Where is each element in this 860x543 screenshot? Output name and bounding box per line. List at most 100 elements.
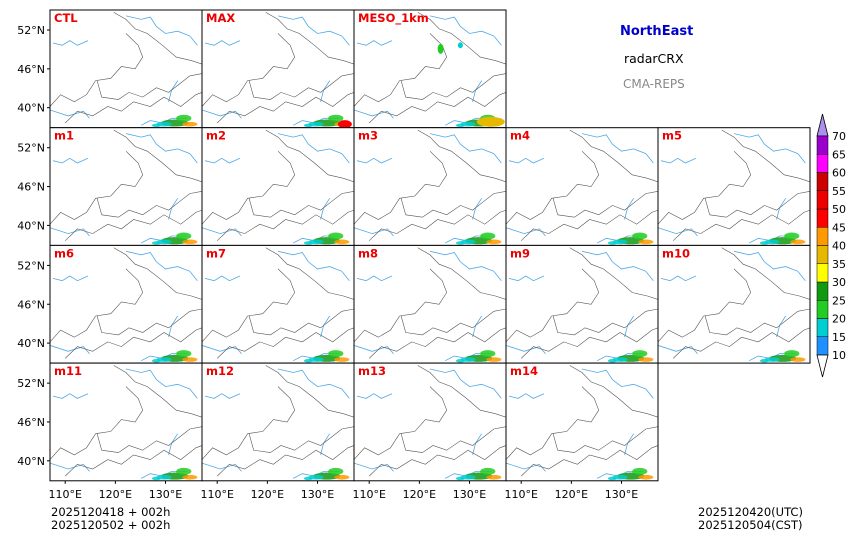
- lat-tick-label: 40°N: [17, 219, 45, 232]
- province-border: [96, 426, 202, 453]
- province-border: [552, 191, 658, 218]
- panel-background: [202, 363, 354, 481]
- province-border: [50, 150, 144, 225]
- province-border: [265, 12, 354, 65]
- province-border: [202, 386, 296, 460]
- river-line: [581, 368, 654, 399]
- colorbar-swatch: [816, 300, 829, 319]
- colorbar-level-label: 35: [832, 258, 846, 271]
- river-line: [429, 250, 502, 281]
- lon-tick-label: 130°E: [149, 488, 182, 501]
- province-border: [417, 365, 506, 418]
- colorbar-level-label: 45: [832, 221, 846, 234]
- radar-echo: [486, 474, 502, 480]
- map-panel-m13: m13: [353, 362, 507, 482]
- colorbar-swatch: [816, 190, 829, 210]
- river-line: [508, 393, 545, 399]
- valid-time-cst: 2025120504(CST): [698, 518, 803, 532]
- province-border: [96, 308, 202, 336]
- river-line: [429, 133, 502, 164]
- colorbar: 10 15 20 25 30 35 40 45 50 55 60 65 70: [816, 113, 846, 378]
- river-line: [429, 368, 502, 399]
- river-line: [354, 227, 394, 237]
- lat-tick-label: 52°N: [17, 24, 45, 37]
- colorbar-swatch: [816, 245, 829, 264]
- lon-tick-label: 110°E: [504, 488, 537, 501]
- river-line: [125, 368, 198, 399]
- province-border: [202, 33, 296, 107]
- radar-echo: [476, 116, 505, 127]
- lat-tick-label: 46°N: [17, 63, 45, 76]
- province-border: [368, 209, 506, 241]
- radar-echo: [455, 476, 465, 481]
- lat-tick-label: 52°N: [17, 377, 45, 390]
- province-border: [265, 247, 354, 300]
- map-panel-m14: m14: [505, 362, 659, 482]
- map-panel-m8: m8: [353, 244, 507, 364]
- province-border: [50, 386, 144, 460]
- province-border: [672, 327, 810, 359]
- colorbar-swatch: [816, 172, 829, 191]
- province-border: [113, 12, 202, 65]
- radar-echo: [334, 357, 350, 362]
- colorbar-swatch: [816, 318, 829, 337]
- river-line: [508, 157, 545, 164]
- province-border: [704, 308, 810, 336]
- panel-contents: [202, 365, 354, 481]
- radar-echo: [176, 232, 192, 240]
- river-line: [125, 133, 198, 164]
- panel-contents: [354, 12, 506, 128]
- lon-tick-label: 130°E: [301, 488, 334, 501]
- init-time-cst: 2025120502 + 002h: [51, 518, 171, 532]
- radar-echo: [480, 467, 496, 475]
- river-line: [356, 275, 393, 282]
- river-line: [354, 462, 394, 472]
- radar-echo: [151, 241, 161, 245]
- colorbar-level-label: 10: [832, 349, 846, 362]
- radar-echo: [759, 241, 769, 245]
- panel-contents: [202, 12, 354, 128]
- river-line: [581, 133, 654, 164]
- river-line: [658, 227, 698, 237]
- panel-background: [50, 245, 202, 364]
- source-name: CMA-REPS: [623, 77, 685, 91]
- panel-label: m6: [54, 246, 74, 260]
- lon-tick-label: 110°E: [352, 488, 385, 501]
- radar-echo: [632, 350, 648, 358]
- radar-echo: [337, 120, 352, 128]
- map-panel-m1: m1: [49, 127, 203, 246]
- panel-contents: [50, 12, 202, 128]
- panel-background: [354, 363, 506, 481]
- panel-background: [50, 127, 202, 246]
- panel-label: MESO_1km: [358, 11, 429, 26]
- lon-tick-label: 130°E: [453, 488, 486, 501]
- province-border: [658, 268, 752, 343]
- lon-tick-label: 120°E: [403, 488, 436, 501]
- province-border: [64, 209, 202, 241]
- province-border: [265, 365, 354, 418]
- panel-background: [354, 10, 506, 128]
- lat-tick-label: 52°N: [17, 142, 45, 155]
- river-line: [202, 227, 242, 237]
- radar-echo: [182, 357, 198, 362]
- panel-contents: [658, 129, 810, 245]
- river-line: [277, 250, 350, 281]
- panel-label: m13: [358, 364, 386, 378]
- product-name: radarCRX: [624, 51, 684, 66]
- radar-echo: [151, 123, 161, 128]
- panel-label: m9: [510, 246, 530, 260]
- lat-tick-label: 46°N: [17, 298, 45, 311]
- province-border: [506, 150, 600, 225]
- radar-echo: [328, 467, 344, 475]
- province-border: [506, 386, 600, 460]
- river-line: [52, 393, 89, 399]
- province-border: [552, 308, 658, 336]
- province-border: [400, 308, 506, 336]
- panel-background: [658, 245, 810, 364]
- panel-contents: [354, 247, 506, 363]
- province-border: [520, 445, 658, 477]
- panel-label: CTL: [54, 11, 78, 25]
- radar-echo: [638, 239, 654, 245]
- radar-echo: [182, 121, 198, 127]
- radar-echo: [486, 239, 502, 245]
